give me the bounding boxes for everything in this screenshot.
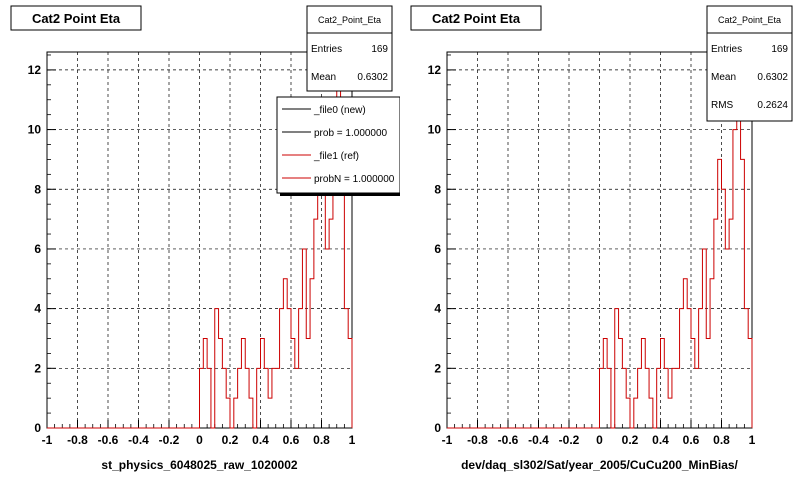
stats-row-label: Mean [711,72,736,83]
stats-row-value: 0.6302 [357,72,388,83]
y-tick-label: 2 [34,361,41,375]
y-tick-label: 2 [434,361,441,375]
x-tick-label: -0.6 [498,433,519,447]
left-histogram-chart: -1 -0.8 -0.6 -0.4 -0.2 0 0.2 0.4 0.6 0.8 102468101… [10,5,403,472]
stats-row-value: 0.2624 [757,100,788,111]
y-tick-label: 12 [28,63,42,77]
x-tick-label: 0.2 [622,433,639,447]
y-tick-label: 0 [434,421,441,435]
histogram-series [47,69,353,429]
x-tick-label: -0.8 [467,433,488,447]
x-tick-label: -1 [42,433,53,447]
stats-box [306,5,393,92]
stats-title: Cat2_Point_Eta [718,15,781,25]
x-tick-label: 1 [349,433,356,447]
x-tick-label: -0.6 [98,433,119,447]
y-tick-label: 0 [34,421,41,435]
y-tick-label: 10 [428,123,442,137]
x-tick-label: 0.8 [313,433,330,447]
x-tick-label: -0.4 [528,433,549,447]
x-tick-label: 0 [596,433,603,447]
stats-row-label: Mean [311,72,336,83]
legend-box [276,96,401,194]
y-tick-label: 8 [34,182,41,196]
x-axis-label: st_physics_6048025_raw_1020002 [101,458,297,472]
x-tick-label: -0.2 [159,433,180,447]
stats-row-label: Entries [311,44,342,55]
x-tick-label: 0.4 [252,433,269,447]
stats-row-label: Entries [711,44,742,55]
x-tick-label: 0.4 [652,433,669,447]
y-tick-label: 6 [34,242,41,256]
stats-row-label: RMS [711,100,734,111]
x-tick-label: 0.8 [713,433,730,447]
y-tick-label: 10 [28,123,42,137]
histogram-series [447,69,753,429]
y-tick-label: 4 [34,302,41,316]
stats-row-value: 169 [771,44,788,55]
y-tick-label: 4 [434,302,441,316]
y-tick-label: 6 [434,242,441,256]
y-tick-label: 8 [434,182,441,196]
stats-title: Cat2_Point_Eta [318,15,381,25]
chart-title: Cat2 Point Eta [32,11,121,26]
legend-entry-label: probN = 1.000000 [314,174,395,185]
stats-box [706,5,793,122]
x-tick-label: -0.8 [67,433,88,447]
histogram-outline [447,69,753,429]
legend-entry-label: _file1 (ref) [313,151,359,162]
x-tick-label: -0.4 [128,433,149,447]
x-axis-label: dev/daq_sl302/Sat/year_2005/CuCu200_MinB… [461,458,738,472]
legend-entry-label: prob = 1.000000 [314,128,388,139]
x-tick-label: 0 [196,433,203,447]
x-tick-label: 0.2 [222,433,239,447]
legend-entry-label: _file0 (new) [313,105,366,116]
left-histogram-panel: -1 -0.8 -0.6 -0.4 -0.2 0 0.2 0.4 0.6 0.8 1 0 2 4 6 8 10 1… [0,0,403,480]
x-tick-label: 0.6 [283,433,300,447]
x-tick-label: -0.2 [559,433,580,447]
stats-row-value: 0.6302 [757,72,788,83]
right-histogram-panel: -1 -0.8 -0.6 -0.4 -0.2 0 0.2 0.4 0.6 0.8 1 0 2 4 6 8 10 1… [400,0,800,480]
chart-title: Cat2 Point Eta [432,11,521,26]
stats-row-value: 169 [371,44,388,55]
histogram-outline [47,69,353,429]
title-box [10,5,142,31]
x-tick-label: -1 [442,433,453,447]
title-box [410,5,542,31]
y-tick-label: 12 [428,63,442,77]
right-histogram-chart: -1 -0.8 -0.6 -0.4 -0.2 0 0.2 0.4 0.6 0.8 102468101… [410,5,793,472]
x-tick-label: 0.6 [683,433,700,447]
x-tick-label: 1 [749,433,756,447]
